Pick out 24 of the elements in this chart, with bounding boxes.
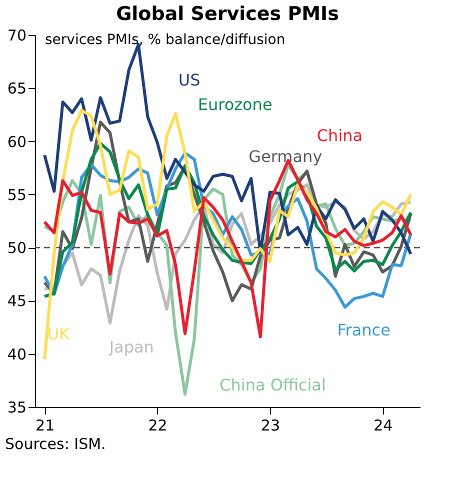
- text: Eurozone: [198, 95, 272, 114]
- series-label: Germany: [248, 147, 322, 166]
- x-tick-label: 22: [148, 416, 168, 434]
- series-label: China Official: [220, 376, 326, 395]
- source-note: Sources: ISM.: [5, 435, 106, 453]
- y-tick-label: 40: [7, 345, 26, 364]
- x-tick-label: 23: [260, 416, 280, 434]
- line-series: [43, 108, 412, 361]
- y-tick-label: 50: [7, 239, 26, 258]
- series-label: UK: [47, 324, 70, 344]
- x-tick-label: 24: [374, 416, 393, 434]
- chart-title: Global Services PMIs: [116, 3, 339, 25]
- y-tick-label: 45: [7, 292, 26, 310]
- x-tick-label: 21: [36, 416, 55, 434]
- text: China: [316, 126, 363, 145]
- y-tick-label: 35: [7, 398, 26, 416]
- series-label: France: [337, 320, 390, 340]
- text: US: [178, 70, 200, 90]
- series-label: Japan: [108, 337, 154, 356]
- y-tick-label: 55: [7, 186, 26, 204]
- y-axis-title: services PMIs, % balance/diffusion: [45, 32, 286, 48]
- y-tick-label: 65: [7, 80, 26, 98]
- y-tick-label: 60: [7, 132, 26, 151]
- y-tick-label: 70: [7, 26, 26, 44]
